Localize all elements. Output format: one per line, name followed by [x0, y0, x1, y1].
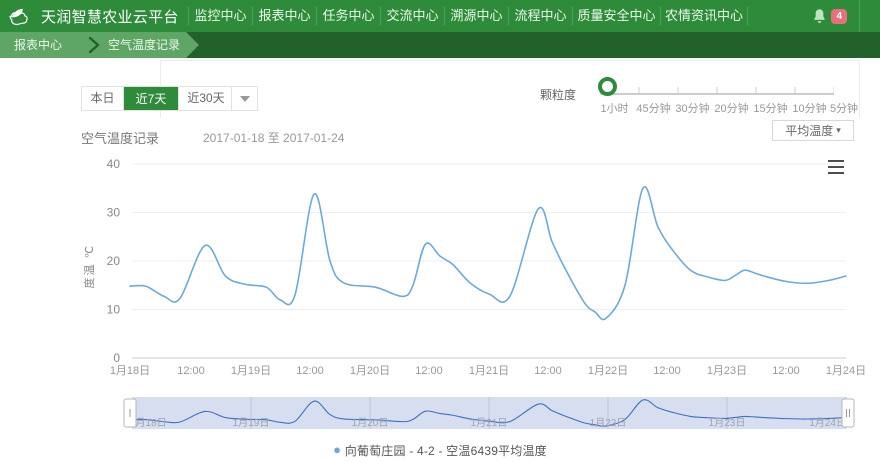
svg-text:1月23日: 1月23日: [707, 365, 747, 377]
svg-text:40: 40: [107, 157, 121, 171]
svg-text:12:00: 12:00: [296, 365, 324, 377]
svg-text:1月22日: 1月22日: [588, 365, 628, 377]
svg-text:1月20日: 1月20日: [350, 365, 390, 377]
svg-text:度: 度: [82, 278, 96, 289]
svg-text:1月24日: 1月24日: [809, 417, 846, 429]
svg-text:1月18日: 1月18日: [110, 365, 150, 377]
svg-text:30: 30: [107, 206, 121, 220]
svg-text:1月21日: 1月21日: [469, 365, 509, 377]
svg-text:1月22日: 1月22日: [590, 417, 627, 429]
svg-text:1月20日: 1月20日: [352, 417, 389, 429]
svg-text:12:00: 12:00: [177, 365, 205, 377]
svg-text:℃: ℃: [84, 246, 96, 258]
svg-text:10: 10: [107, 303, 121, 317]
svg-text:温: 温: [83, 265, 96, 276]
svg-text:1月24日: 1月24日: [826, 365, 866, 377]
svg-text:20: 20: [107, 254, 121, 268]
svg-text:12:00: 12:00: [415, 365, 443, 377]
svg-text:1月19日: 1月19日: [233, 417, 270, 429]
svg-text:12:00: 12:00: [653, 365, 681, 377]
svg-text:0: 0: [113, 351, 120, 365]
svg-text:1月21日: 1月21日: [471, 417, 508, 429]
svg-text:1月19日: 1月19日: [231, 365, 271, 377]
svg-text:12:00: 12:00: [772, 365, 800, 377]
svg-text:12:00: 12:00: [534, 365, 562, 377]
svg-text:1月23日: 1月23日: [709, 417, 746, 429]
